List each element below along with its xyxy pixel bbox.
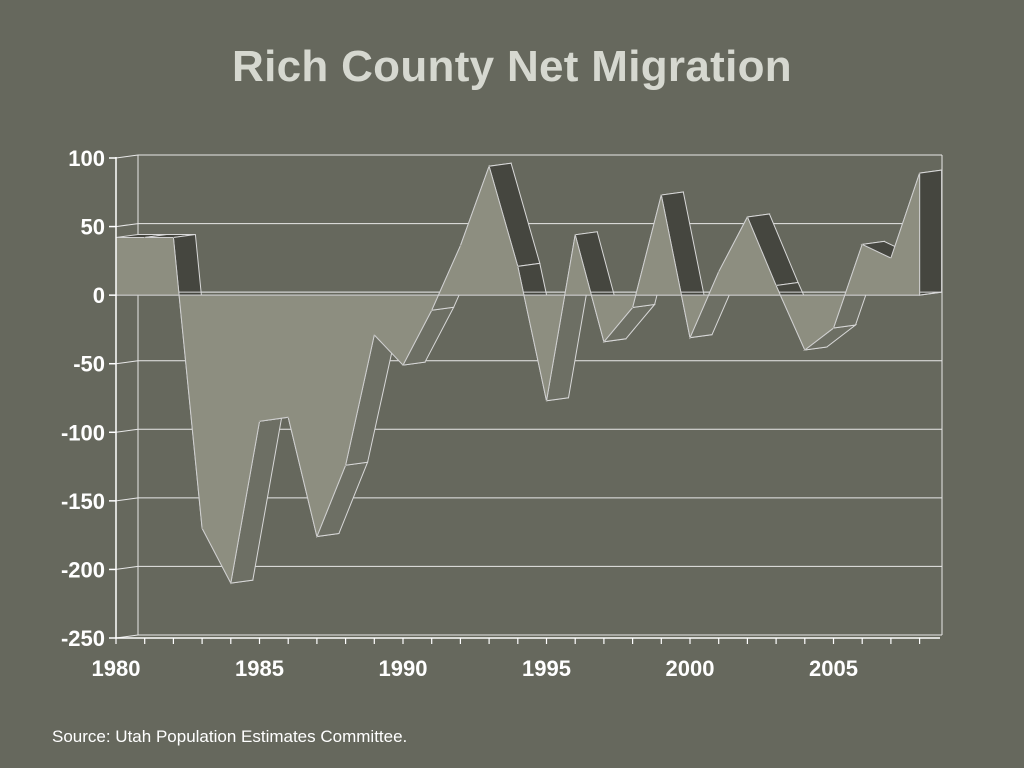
- y-tick-label: -50: [73, 352, 105, 377]
- data-point-1991: [431, 309, 433, 311]
- data-point-1990: [402, 364, 404, 366]
- data-point-1993: [488, 165, 490, 167]
- tick-labels: 100 50 0 -50 -100 -150 -200 -250 1980 1985 1990 199…: [61, 146, 858, 681]
- data-point-1995: [546, 400, 547, 402]
- data-point-1986: [287, 416, 289, 418]
- gridline-depth: [115, 154, 139, 159]
- data-point-1985: [259, 420, 260, 422]
- source-note: Source: Utah Population Estimates Commit…: [52, 727, 408, 746]
- data-point-1981: [144, 237, 146, 239]
- y-tick-label: 0: [93, 283, 105, 308]
- y-tick-label: 50: [81, 215, 105, 240]
- data-point-1982: [172, 237, 174, 239]
- area-series: [115, 162, 943, 585]
- x-tick-label: 2005: [809, 656, 858, 681]
- data-point-2005: [833, 327, 834, 329]
- data-point-2001: [718, 271, 720, 273]
- data-point-1984: [230, 582, 232, 584]
- gridline-depth: [115, 360, 139, 365]
- y-tick-label: 100: [68, 146, 105, 171]
- data-point-1983: [201, 527, 203, 529]
- x-tick-label: 1980: [92, 656, 141, 681]
- x-tick-label: 1990: [379, 656, 428, 681]
- data-point-1994: [517, 265, 519, 267]
- data-point-2008: [919, 172, 921, 174]
- x-tick-label: 2000: [666, 656, 715, 681]
- data-point-1992: [459, 245, 461, 247]
- data-point-1989: [373, 334, 375, 336]
- area-front-face: [115, 164, 921, 585]
- data-point-2003: [775, 285, 777, 287]
- data-point-1997: [603, 341, 605, 343]
- y-tick-label: -100: [61, 420, 105, 445]
- data-point-2006: [861, 243, 863, 245]
- data-point-1988: [345, 464, 347, 466]
- x-tick-label: 1995: [522, 656, 571, 681]
- ribbon-end-cap: [919, 169, 943, 296]
- y-tick-label: -200: [61, 557, 105, 582]
- gridline-depth: [115, 428, 139, 433]
- data-point-1987: [316, 536, 318, 538]
- chart-title: Rich County Net Migration: [232, 42, 792, 91]
- data-point-2004: [804, 349, 806, 351]
- gridline-depth: [115, 223, 139, 228]
- data-point-1998: [632, 306, 634, 308]
- data-point-2002: [746, 216, 748, 218]
- x-tick-label: 1985: [235, 656, 284, 681]
- gridline-depth: [115, 497, 139, 502]
- y-tick-label: -250: [61, 626, 105, 651]
- data-point-2007: [890, 257, 892, 259]
- y-tick-label: -150: [61, 489, 105, 514]
- axes: [109, 157, 940, 644]
- data-point-1996: [574, 234, 576, 236]
- data-point-2000: [689, 337, 691, 339]
- data-point-1999: [660, 194, 662, 196]
- gridline-depth: [115, 565, 139, 570]
